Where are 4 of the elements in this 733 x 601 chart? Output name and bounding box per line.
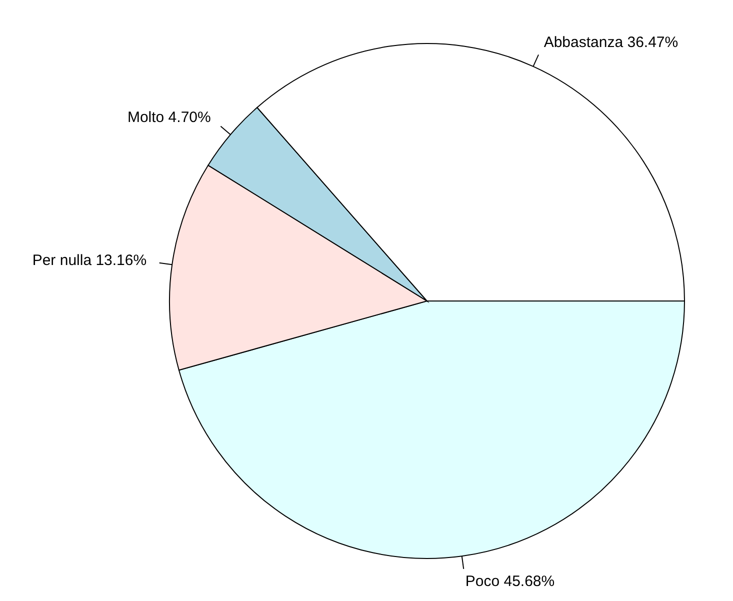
slice-label: Per nulla 13.16% [32,252,147,270]
slice-label: Abbastanza 36.47% [544,34,678,52]
slice-label: Poco 45.68% [465,572,555,590]
slice-label: Molto 4.70% [127,109,211,126]
